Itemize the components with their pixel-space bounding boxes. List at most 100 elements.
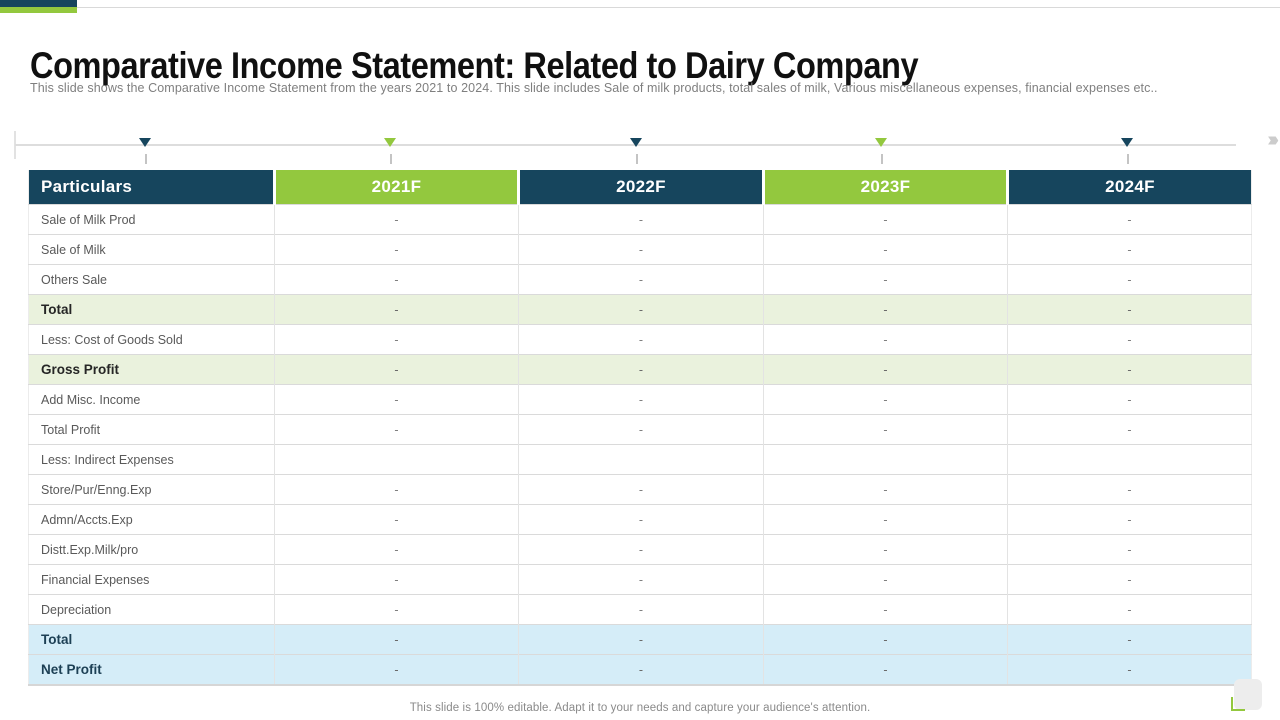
table-row: Depreciation - - - - [28, 594, 1252, 625]
row-label: Sale of Milk [28, 234, 275, 265]
row-value: - [518, 384, 764, 415]
column-header-2022f: 2022F [517, 170, 764, 205]
row-value: - [763, 294, 1008, 325]
row-value: - [274, 234, 519, 265]
timeline-arrow-icon: ›››› [1267, 129, 1278, 151]
triangle-down-icon [384, 138, 396, 147]
row-value: - [763, 654, 1008, 685]
column-header-2023f: 2023F [762, 170, 1008, 205]
table-header-row: Particulars 2021F 2022F 2023F 2024F [28, 170, 1252, 205]
column-header-2021f: 2021F [273, 170, 519, 205]
row-label: Distt.Exp.Milk/pro [28, 534, 275, 565]
row-label: Gross Profit [28, 354, 275, 385]
row-value: - [274, 504, 519, 535]
table-row: Store/Pur/Enng.Exp - - - - [28, 474, 1252, 505]
timeline-line [15, 144, 1236, 146]
top-divider-line [77, 7, 1280, 8]
row-value: - [518, 294, 764, 325]
row-label: Financial Expenses [28, 564, 275, 595]
row-label: Net Profit [28, 654, 275, 685]
row-value: - [1007, 654, 1252, 685]
row-value [518, 444, 764, 475]
row-label: Admn/Accts.Exp [28, 504, 275, 535]
timeline: ›››› [0, 129, 1280, 168]
table-row: Admn/Accts.Exp - - - - [28, 504, 1252, 535]
row-value: - [1007, 234, 1252, 265]
row-label: Total [28, 624, 275, 655]
table-row: Net Profit - - - - [28, 654, 1252, 685]
row-value: - [274, 324, 519, 355]
row-value: - [1007, 354, 1252, 385]
table-row: Others Sale - - - - [28, 264, 1252, 295]
triangle-down-icon [1121, 138, 1133, 147]
row-label: Total Profit [28, 414, 275, 445]
row-value: - [518, 534, 764, 565]
row-value: - [274, 264, 519, 295]
row-value: - [518, 624, 764, 655]
row-value: - [763, 384, 1008, 415]
row-value: - [518, 414, 764, 445]
page-title: Comparative Income Statement: Related to… [30, 45, 919, 87]
table-row: Gross Profit - - - - [28, 354, 1252, 385]
row-value: - [274, 534, 519, 565]
table-row: Less: Indirect Expenses [28, 444, 1252, 475]
column-header-particulars: Particulars [28, 170, 275, 205]
footer-note: This slide is 100% editable. Adapt it to… [409, 702, 871, 714]
row-label: Total [28, 294, 275, 325]
row-value: - [274, 624, 519, 655]
row-value: - [1007, 504, 1252, 535]
row-value: - [274, 474, 519, 505]
timeline-marker-connector [145, 154, 147, 164]
table-row: Total Profit - - - - [28, 414, 1252, 445]
row-value [274, 444, 519, 475]
row-value: - [763, 264, 1008, 295]
table-row: Financial Expenses - - - - [28, 564, 1252, 595]
timeline-marker-connector [1127, 154, 1129, 164]
triangle-down-icon [875, 138, 887, 147]
row-label: Others Sale [28, 264, 275, 295]
column-header-2024f: 2024F [1006, 170, 1252, 205]
row-value: - [763, 534, 1008, 565]
table-body: Sale of Milk Prod - - - - Sale of Milk - - - - Oth… [28, 204, 1252, 685]
row-value: - [518, 504, 764, 535]
corner-handle-button[interactable] [1231, 679, 1262, 711]
row-value: - [518, 654, 764, 685]
slide-subtitle: This slide shows the Comparative Income … [30, 81, 1158, 95]
row-value: - [1007, 564, 1252, 595]
top-accent-bar-green [0, 7, 77, 13]
row-value: - [518, 474, 764, 505]
row-value: - [1007, 294, 1252, 325]
row-value: - [763, 564, 1008, 595]
triangle-down-icon [139, 138, 151, 147]
corner-angle-icon [1231, 697, 1245, 711]
triangle-down-icon [630, 138, 642, 147]
row-label: Depreciation [28, 594, 275, 625]
row-value: - [518, 234, 764, 265]
row-value: - [1007, 594, 1252, 625]
income-statement-table: Particulars 2021F 2022F 2023F 2024F Sale of … [28, 170, 1252, 686]
row-value: - [274, 354, 519, 385]
row-value: - [1007, 624, 1252, 655]
table-row: Total - - - - [28, 294, 1252, 325]
table-row: Total - - - - [28, 624, 1252, 655]
row-value: - [1007, 324, 1252, 355]
row-value: - [763, 354, 1008, 385]
row-value: - [1007, 204, 1252, 235]
row-label: Add Misc. Income [28, 384, 275, 415]
row-value [1007, 444, 1252, 475]
top-accent-bar-navy [0, 0, 77, 7]
timeline-marker-connector [390, 154, 392, 164]
row-value: - [1007, 384, 1252, 415]
row-label: Store/Pur/Enng.Exp [28, 474, 275, 505]
row-value: - [274, 594, 519, 625]
row-value: - [274, 384, 519, 415]
timeline-marker-connector [636, 154, 638, 164]
row-value: - [763, 204, 1008, 235]
row-value: - [763, 504, 1008, 535]
row-value: - [274, 294, 519, 325]
row-value: - [763, 414, 1008, 445]
row-value: - [518, 264, 764, 295]
timeline-marker-connector [881, 154, 883, 164]
row-value: - [518, 354, 764, 385]
row-value: - [763, 324, 1008, 355]
